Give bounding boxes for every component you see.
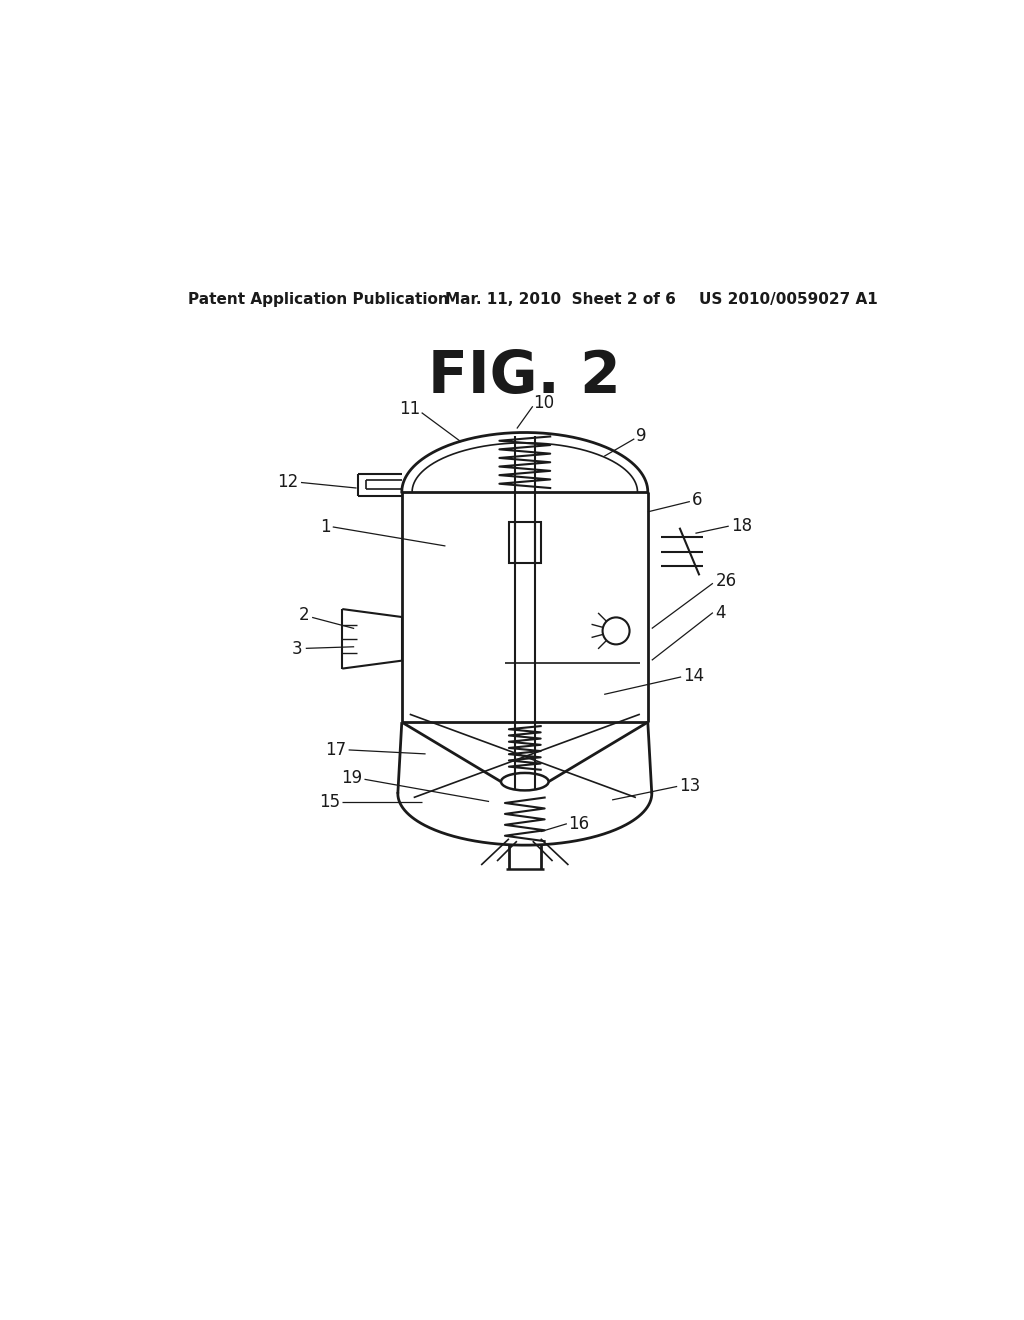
- Text: 14: 14: [684, 667, 705, 685]
- Text: 10: 10: [532, 395, 554, 412]
- Bar: [509, 523, 541, 564]
- Text: 9: 9: [636, 428, 646, 445]
- Text: 18: 18: [731, 517, 753, 535]
- Text: Patent Application Publication: Patent Application Publication: [187, 293, 449, 308]
- Text: 2: 2: [298, 606, 309, 624]
- Text: 19: 19: [341, 768, 362, 787]
- Text: Mar. 11, 2010  Sheet 2 of 6: Mar. 11, 2010 Sheet 2 of 6: [445, 293, 676, 308]
- Text: 4: 4: [715, 603, 726, 622]
- Text: 12: 12: [278, 474, 299, 491]
- Text: 17: 17: [325, 741, 346, 759]
- Text: 13: 13: [680, 776, 700, 795]
- Text: 15: 15: [319, 792, 341, 810]
- Text: 16: 16: [568, 814, 590, 833]
- Text: 6: 6: [691, 491, 702, 510]
- Text: 3: 3: [292, 640, 303, 659]
- Text: 11: 11: [399, 400, 421, 417]
- Text: FIG. 2: FIG. 2: [428, 348, 622, 405]
- Text: 1: 1: [319, 517, 331, 536]
- Text: US 2010/0059027 A1: US 2010/0059027 A1: [699, 293, 879, 308]
- Text: 26: 26: [715, 572, 736, 590]
